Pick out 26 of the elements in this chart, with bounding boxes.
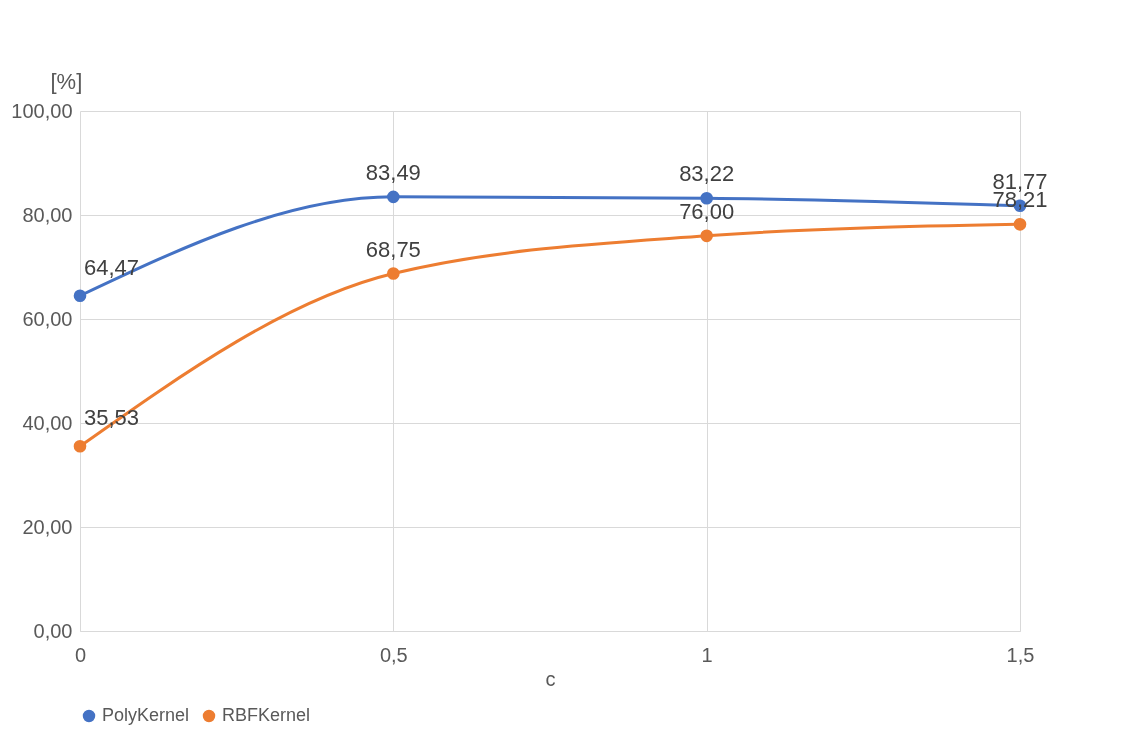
- data-label: 76,00: [679, 198, 735, 224]
- data-label: 83,22: [679, 161, 735, 187]
- y-tick-label: 0,00: [33, 619, 73, 642]
- y-axis-title: [%]: [50, 68, 83, 94]
- x-axis-title: c: [545, 667, 556, 690]
- data-label: 64,47: [84, 254, 140, 280]
- point: [700, 229, 713, 243]
- point: [387, 190, 400, 204]
- point: [1013, 218, 1027, 231]
- y-tick-label: 40,00: [22, 411, 73, 434]
- legend-label: PolyKernel: [102, 705, 190, 725]
- legend-label: RBFKernel: [222, 705, 311, 725]
- y-tick-label: 80,00: [22, 203, 73, 226]
- x-tick-label: 1: [701, 643, 713, 666]
- y-tick-label: 20,00: [22, 515, 73, 538]
- data-label: 68,75: [365, 236, 421, 262]
- y-tick-label: 60,00: [22, 307, 73, 330]
- y-tick-label: 100,00: [11, 99, 73, 122]
- point: [700, 191, 713, 205]
- point: [73, 439, 87, 453]
- x-tick-label: 0,5: [379, 643, 408, 666]
- point: [387, 267, 400, 280]
- data-label: 83,49: [365, 159, 421, 185]
- point: [73, 289, 87, 303]
- x-tick-label: 1,5: [1006, 643, 1035, 666]
- x-tick-label: 0: [74, 643, 87, 666]
